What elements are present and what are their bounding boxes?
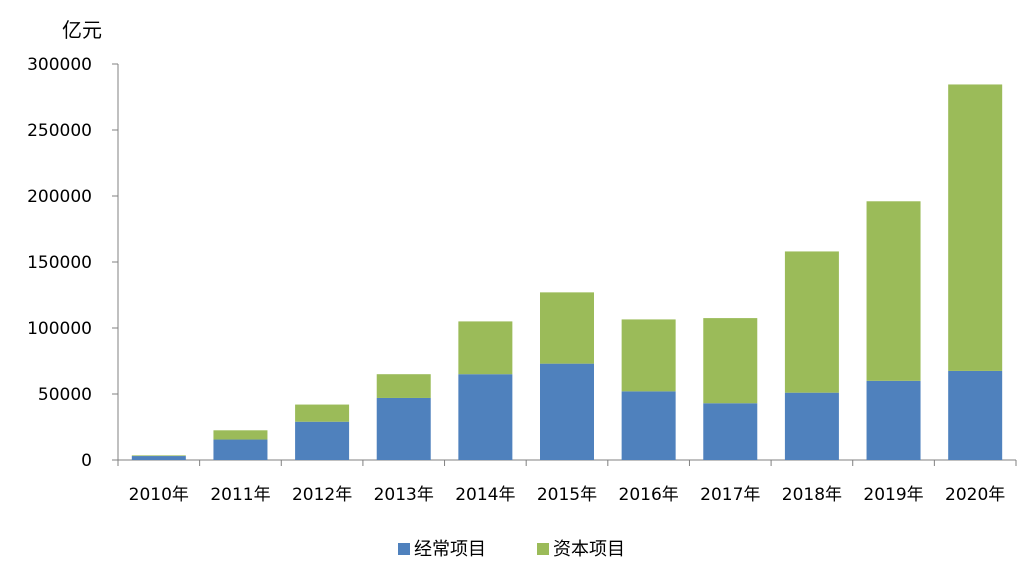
bar-current-account: [621, 391, 676, 460]
bar-capital-account: [295, 404, 350, 422]
y-tick-label: 250000: [27, 121, 92, 141]
y-tick-label: 0: [81, 451, 92, 471]
bar-capital-account: [131, 455, 186, 457]
x-tick-label: 2011年: [210, 485, 270, 505]
x-tick-label: 2010年: [129, 485, 189, 505]
bar-capital-account: [540, 292, 594, 364]
bar-current-account: [784, 392, 839, 460]
y-axis-unit-label: 亿元: [62, 18, 102, 42]
bar-capital-account: [213, 430, 268, 440]
bar-capital-account: [376, 374, 431, 398]
bar-current-account: [376, 397, 431, 460]
x-tick-label: 2020年: [945, 485, 1005, 505]
bar-current-account: [458, 374, 513, 460]
legend-swatch: [398, 543, 410, 555]
legend: 经常项目 资本项目: [398, 539, 625, 560]
bar-capital-account: [866, 201, 921, 381]
bar-capital-account: [458, 321, 513, 375]
y-tick-label: 200000: [27, 187, 92, 207]
bars: [131, 84, 1003, 460]
bar-current-account: [295, 421, 350, 460]
bar-capital-account: [703, 318, 758, 404]
bar-capital-account: [784, 251, 839, 393]
bar-capital-account: [621, 319, 676, 392]
x-tick-label: 2013年: [374, 485, 434, 505]
bar-current-account: [866, 380, 921, 460]
legend-swatch: [537, 543, 549, 555]
y-tick-labels: 0 50000 100000 150000 200000 250000 300000: [27, 55, 92, 471]
y-tick-label: 150000: [27, 253, 92, 273]
x-tick-label: 2019年: [863, 485, 923, 505]
bar-current-account: [540, 363, 594, 460]
y-tick-label: 300000: [27, 55, 92, 75]
x-tick-label: 2016年: [619, 485, 679, 505]
x-tick-label: 2017年: [700, 485, 760, 505]
legend-label: 经常项目: [414, 539, 486, 560]
y-tick-label: 50000: [38, 385, 92, 405]
y-tick-label: 100000: [27, 319, 92, 339]
x-tick-label: 2012年: [292, 485, 352, 505]
legend-label: 资本项目: [553, 539, 625, 560]
x-tick-label: 2018年: [782, 485, 842, 505]
bar-current-account: [948, 370, 1003, 460]
x-tick-labels: 2010年 2011年 2012年 2013年 2014年 2015年 2016年 2017年…: [129, 485, 1006, 505]
bar-current-account: [703, 403, 758, 460]
x-tick-label: 2014年: [455, 485, 515, 505]
bar-capital-account: [948, 84, 1003, 371]
x-tick-label: 2015年: [537, 485, 597, 505]
bar-current-account: [213, 439, 268, 460]
bar-current-account: [131, 456, 186, 460]
